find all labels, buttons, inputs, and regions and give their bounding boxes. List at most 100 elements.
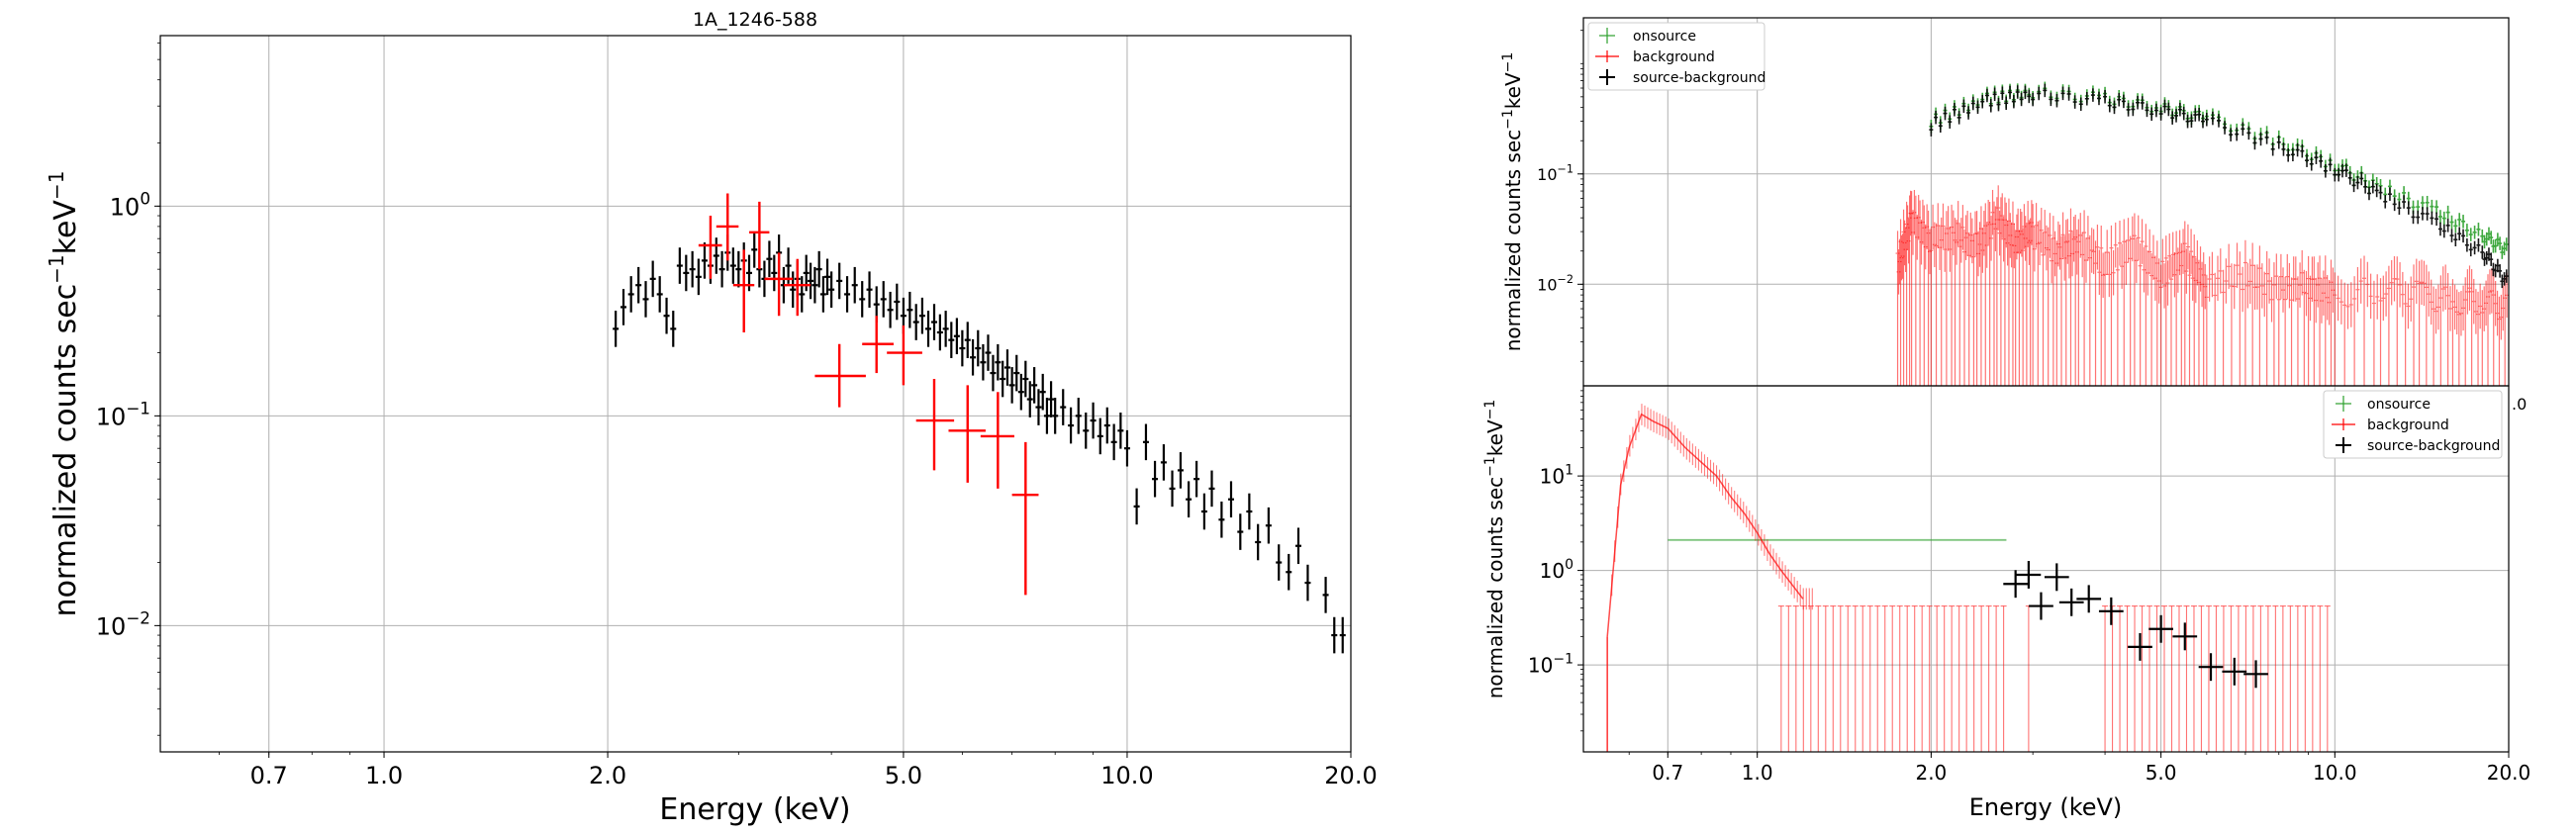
background-bin	[2432, 286, 2436, 386]
background-bin	[2213, 272, 2218, 386]
data-point-black	[1008, 367, 1015, 404]
source-background-bin	[2370, 179, 2375, 194]
onsource-bin	[2498, 236, 2503, 250]
background-bin	[2158, 264, 2163, 386]
background-bin	[2242, 239, 2247, 386]
data-point-black	[844, 276, 851, 313]
source-background-bin	[2461, 229, 2466, 243]
background-bin	[2041, 232, 2046, 386]
source-background-bin	[2472, 240, 2477, 255]
onsource-bin	[2472, 226, 2477, 239]
source-background-bin	[2189, 114, 2194, 128]
data-point-black	[735, 250, 742, 288]
source-background-bin	[2387, 187, 2392, 201]
source-background-bin	[2276, 135, 2281, 149]
source-background-bin	[2480, 245, 2485, 259]
source-background-bin	[2177, 102, 2182, 117]
data-point-black	[790, 271, 797, 309]
onsource-bin	[2486, 227, 2491, 241]
background-bin	[2060, 212, 2065, 258]
bottom-right-legend-box	[2323, 390, 2503, 459]
onsource-bin	[2457, 213, 2462, 227]
source-background-bin	[2305, 153, 2310, 167]
background-bin	[2115, 247, 2120, 386]
left-plot-grid	[160, 36, 1352, 752]
source-background-bin	[2027, 89, 2032, 104]
background-bin	[2250, 242, 2255, 386]
source-background-bin	[2270, 141, 2275, 156]
data-point-red	[887, 324, 922, 386]
data-point-black	[894, 283, 901, 321]
data-point-black	[1097, 417, 1103, 455]
background-bin	[2068, 208, 2073, 386]
background-bin	[2318, 255, 2323, 386]
data-point-black	[689, 250, 696, 288]
onsource-bin	[2461, 215, 2466, 229]
source-background-bin	[2343, 163, 2348, 177]
background-bin	[2443, 264, 2448, 310]
background-bin	[2117, 220, 2122, 266]
background-bin	[2254, 264, 2259, 310]
data-point-black	[771, 254, 778, 292]
bottom-right-y-axis-label-text: normalized counts sec	[1483, 477, 1507, 698]
source-background-bin	[2476, 238, 2481, 252]
source-background-bin	[2216, 114, 2221, 128]
legend2-label-source-background: source-background	[2367, 438, 2500, 454]
source-background-bin	[2337, 167, 2341, 182]
background-bin	[2274, 253, 2279, 299]
background-bin	[2471, 278, 2476, 324]
onsource-bin	[2464, 224, 2469, 237]
background-bin	[1989, 216, 1994, 261]
data-point-red	[732, 249, 755, 332]
source-background-bin	[2359, 171, 2364, 186]
background-bin	[2295, 276, 2300, 386]
onsource-bin	[2445, 205, 2450, 220]
background-bin	[2395, 256, 2400, 386]
left-x-tick-label: 1.0	[365, 762, 403, 789]
background-bin	[2192, 233, 2197, 386]
legend-label-source-background: source-background	[1633, 70, 1765, 86]
background-bin	[2103, 251, 2108, 386]
data-point-black	[649, 260, 656, 298]
background-bin	[2476, 291, 2481, 386]
background-bin	[2227, 243, 2232, 290]
data-point-black	[859, 281, 866, 318]
left-y-axis-label: normalized counts sec−1keV−1	[45, 171, 83, 617]
bottom-right-x-tick-label: 10.0	[2313, 761, 2357, 785]
background-bin	[2082, 210, 2087, 386]
background-bin	[2229, 263, 2234, 386]
source-background-bin	[2043, 83, 2048, 98]
data-point-black	[635, 266, 642, 304]
background-bin	[2105, 230, 2110, 275]
source-background-bin	[2136, 95, 2141, 110]
source-background-bin	[2246, 126, 2251, 140]
bottom-right-x-tick-label: 2.0	[1915, 761, 1947, 785]
background-bin	[2107, 251, 2112, 298]
background-bin	[2278, 253, 2283, 300]
data-point-black	[1022, 360, 1029, 398]
source-background-bin	[2437, 222, 2442, 236]
data-point-black	[620, 289, 627, 325]
background-bin	[2336, 275, 2340, 322]
bottom-right-y-tick-label: 10−1	[1528, 652, 1574, 678]
background-bin	[2210, 251, 2215, 298]
background-bin	[2440, 266, 2445, 312]
source-background-bin	[1956, 111, 1961, 125]
source-background-bin	[2170, 111, 2175, 125]
background-bin	[2429, 279, 2433, 325]
background-bin	[2467, 265, 2472, 311]
background-bin	[2039, 208, 2044, 253]
onsource-bin	[2441, 211, 2446, 226]
data-point-black	[836, 262, 843, 300]
source-background-bin	[1929, 123, 1934, 137]
left-y-ticks: 100 10−1 10−2	[96, 42, 1128, 755]
top-right-plot-data	[1895, 81, 2510, 386]
data-point-black	[766, 240, 773, 278]
source-background-bin	[2411, 210, 2416, 225]
left-plot: 1A_1246-588 0.7 1.0 2.0 5.0 10.0 20.0 100 10−1…	[45, 9, 1378, 827]
legend-label-background: background	[1633, 49, 1715, 65]
left-y-tick-label: 10−2	[96, 608, 150, 641]
background-bin	[1984, 223, 1989, 268]
data-point-black	[1339, 616, 1346, 654]
bottom-right-y-axis-label-sup2: −1	[1482, 400, 1498, 420]
